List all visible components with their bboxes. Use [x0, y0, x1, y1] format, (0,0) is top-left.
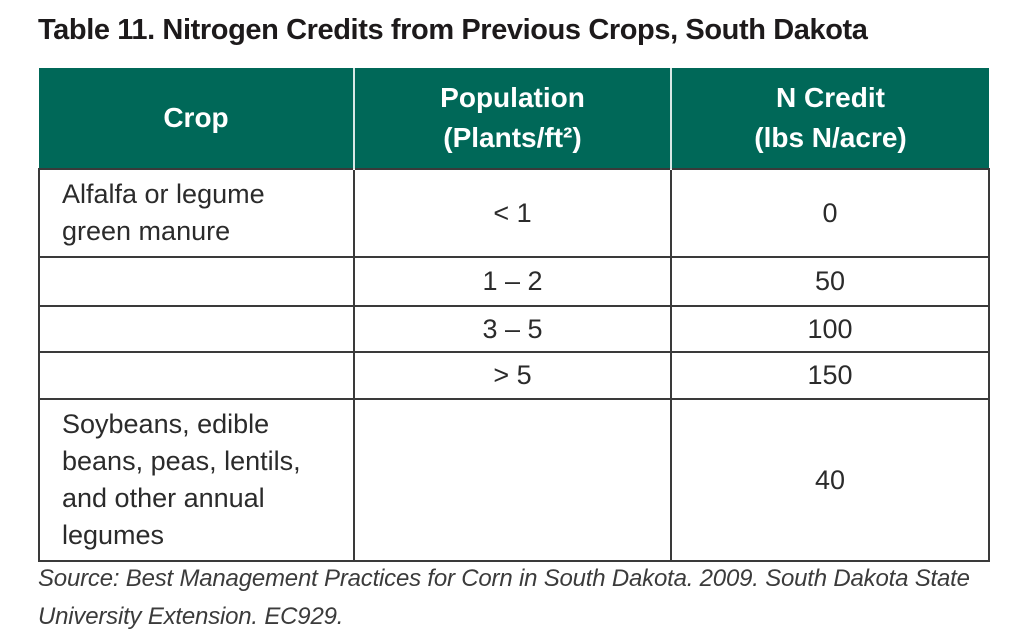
- table-row: 3 – 5 100: [38, 305, 990, 353]
- crop-cell: Alfalfa or legume green manure: [38, 168, 355, 258]
- crop-cell: [38, 256, 355, 307]
- source-citation-line-1: Source: Best Management Practices for Co…: [38, 565, 970, 592]
- table-row: Alfalfa or legume green manure < 1 0: [38, 168, 990, 258]
- n-credit-cell: 40: [670, 398, 990, 562]
- column-header-crop: Crop: [39, 68, 354, 169]
- column-header-crop-label: Crop: [163, 102, 229, 133]
- column-header-n-credit-units: (lbs N/acre): [754, 122, 907, 153]
- n-credit-cell: 100: [670, 305, 990, 353]
- page-title: Table 11. Nitrogen Credits from Previous…: [38, 14, 868, 46]
- n-credit-cell: 50: [670, 256, 990, 307]
- population-cell: [353, 398, 672, 562]
- source-citation: Source: Best Management Practices for Co…: [38, 560, 1013, 636]
- column-header-population-label: Population: [440, 82, 585, 113]
- crop-cell: [38, 305, 355, 353]
- column-header-population: Population (Plants/ft²): [353, 68, 671, 169]
- nitrogen-credits-table: Crop Population (Plants/ft²) N Credit (l…: [38, 68, 990, 562]
- n-credit-cell: 150: [670, 351, 990, 400]
- table-row: Soybeans, edible beans, peas, lentils, a…: [38, 398, 990, 562]
- column-header-n-credit: N Credit (lbs N/acre): [670, 68, 989, 169]
- population-cell: 3 – 5: [353, 305, 672, 353]
- crop-cell: Soybeans, edible beans, peas, lentils, a…: [38, 398, 355, 562]
- column-header-n-credit-label: N Credit: [776, 82, 885, 113]
- n-credit-cell: 0: [670, 168, 990, 258]
- source-citation-line-2: University Extension. EC929.: [38, 603, 344, 630]
- population-cell: > 5: [353, 351, 672, 400]
- crop-cell: [38, 351, 355, 400]
- table-header-row: Crop Population (Plants/ft²) N Credit (l…: [39, 68, 989, 169]
- population-cell: < 1: [353, 168, 672, 258]
- column-header-population-units: (Plants/ft²): [443, 122, 582, 153]
- table-row: > 5 150: [38, 351, 990, 400]
- population-cell: 1 – 2: [353, 256, 672, 307]
- table-row: 1 – 2 50: [38, 256, 990, 307]
